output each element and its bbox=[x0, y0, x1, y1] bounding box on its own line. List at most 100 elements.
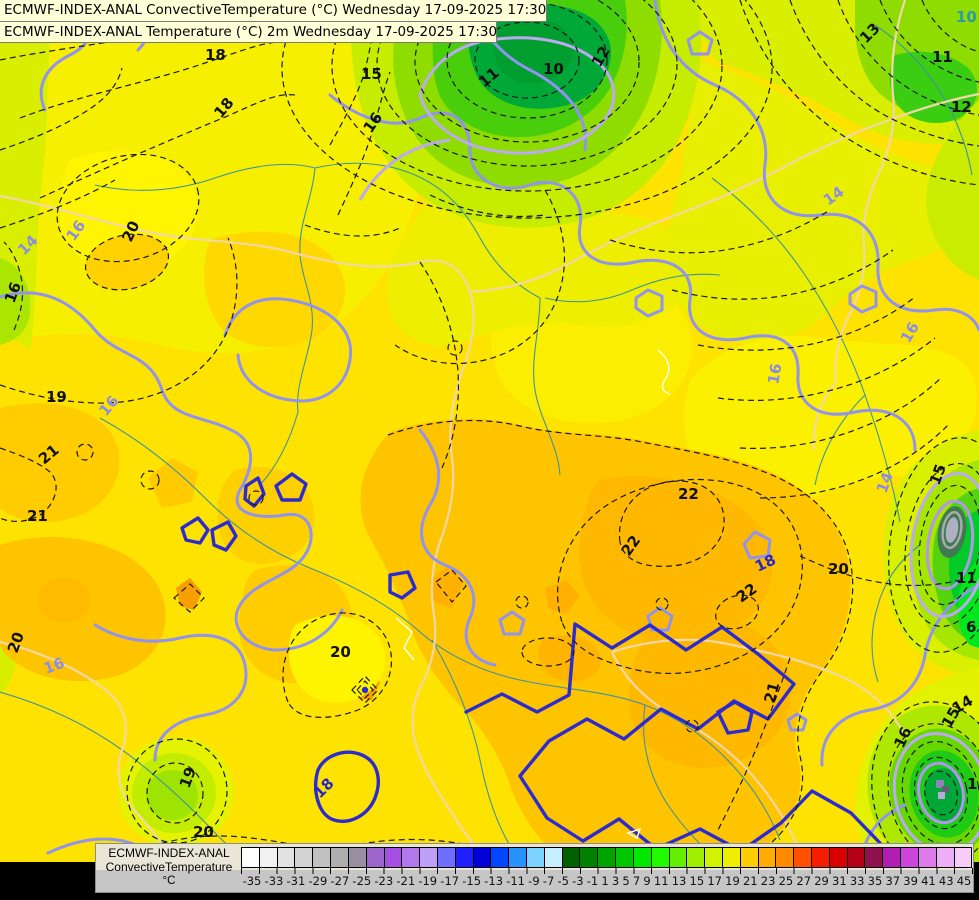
legend-tick-label: 15 bbox=[689, 874, 705, 888]
legend-color-cell bbox=[527, 848, 545, 867]
legend-color-cell bbox=[918, 848, 937, 867]
legend-tick-label: -23 bbox=[374, 874, 394, 888]
legend-tick-label: -11 bbox=[506, 874, 525, 888]
legend-tick-label: -7 bbox=[542, 874, 555, 888]
legend-tick-label: 3 bbox=[611, 874, 620, 888]
legend-color-cell bbox=[295, 848, 314, 867]
legend-color-cell bbox=[722, 848, 741, 867]
legend-tick-label: -9 bbox=[528, 874, 540, 888]
legend-tick-label: 45 bbox=[956, 874, 972, 888]
legend-color-cell bbox=[687, 848, 706, 867]
legend-tick-label: 5 bbox=[622, 874, 630, 888]
contour-label: 21 bbox=[760, 680, 783, 705]
legend-tick-label: -25 bbox=[352, 874, 372, 888]
contour-label: 6 bbox=[966, 618, 976, 636]
legend-tick-label: 39 bbox=[903, 874, 918, 888]
legend-tick-label: -29 bbox=[308, 874, 328, 888]
legend-tick-label: 41 bbox=[921, 874, 936, 888]
legend-tick-label: 11 bbox=[653, 874, 669, 888]
legend-color-cell bbox=[509, 848, 527, 867]
legend-color-cell bbox=[313, 848, 332, 867]
legend-tick-label: -15 bbox=[462, 874, 482, 888]
legend-color-cell bbox=[883, 848, 902, 867]
legend-color-cell bbox=[740, 848, 759, 867]
legend-source: ECMWF-INDEX-ANAL bbox=[108, 846, 230, 860]
legend-color-cell bbox=[455, 848, 474, 867]
legend-color-cell bbox=[794, 848, 812, 867]
contour-label: 13 bbox=[967, 775, 979, 793]
legend-color-cell bbox=[384, 848, 403, 867]
contour-minimum-dot bbox=[361, 686, 369, 694]
legend-tick-label: 23 bbox=[760, 874, 776, 888]
legend-tick-label: -21 bbox=[396, 874, 416, 888]
legend-tick-label: 7 bbox=[632, 874, 641, 888]
legend-tick-label: -17 bbox=[440, 874, 460, 888]
legend-color-cell bbox=[259, 848, 278, 867]
contour-label: 10 bbox=[543, 60, 564, 78]
legend-color-cell bbox=[776, 848, 795, 867]
legend-tick-label: -33 bbox=[264, 874, 284, 888]
legend-tick-label: 31 bbox=[832, 874, 847, 888]
contour-label: 16 bbox=[764, 362, 785, 386]
white-contours bbox=[395, 349, 671, 840]
legend-tick-label: 35 bbox=[867, 874, 883, 888]
legend-color-cell bbox=[651, 848, 670, 867]
legend-color-cell bbox=[348, 848, 367, 867]
legend-color-cell bbox=[954, 848, 972, 867]
legend-color-cell bbox=[473, 848, 492, 867]
legend-color-cell bbox=[277, 848, 296, 867]
contour-label: 20 bbox=[330, 643, 351, 661]
legend-tick-label: 27 bbox=[796, 874, 812, 888]
legend-tick-label: -3 bbox=[572, 874, 584, 888]
river-lines bbox=[0, 24, 973, 863]
legend-tick-label: 19 bbox=[725, 874, 740, 888]
legend-tick-label: 33 bbox=[849, 874, 865, 888]
contour-label: 15 bbox=[361, 65, 382, 83]
legend-tick-label: -13 bbox=[484, 874, 504, 888]
legend-color-cell bbox=[936, 848, 955, 867]
legend-tick-marks bbox=[241, 868, 973, 874]
legend-tick-label: -35 bbox=[242, 874, 262, 888]
contour-label: 20 bbox=[828, 560, 849, 578]
legend-color-cell bbox=[437, 848, 456, 867]
legend-tick-label: 43 bbox=[938, 874, 954, 888]
legend-text-block: ECMWF-INDEX-ANAL ConvectiveTemperature °… bbox=[98, 846, 240, 888]
contour-label: 11 bbox=[932, 48, 953, 66]
temperature-2m-contours-dark bbox=[180, 472, 882, 853]
legend-color-cell bbox=[420, 848, 438, 867]
legend-parameter: ConvectiveTemperature bbox=[105, 860, 233, 874]
legend-tick-label: 29 bbox=[814, 874, 829, 888]
legend-color-cell bbox=[901, 848, 919, 867]
contour-label: 18 bbox=[205, 46, 226, 64]
legend-tick-label: -27 bbox=[330, 874, 350, 888]
legend-units: °C bbox=[162, 875, 176, 887]
legend-tick-label: -31 bbox=[286, 874, 306, 888]
legend-color-bar bbox=[241, 847, 972, 868]
legend-color-cell bbox=[402, 848, 421, 867]
legend-tick-label: 37 bbox=[885, 874, 901, 888]
map-title-line2: ECMWF-INDEX-ANAL Temperature (°C) 2m Wed… bbox=[0, 22, 497, 43]
legend-color-cell bbox=[491, 848, 510, 867]
contour-label: 12 bbox=[951, 98, 972, 116]
border-lines bbox=[0, 0, 979, 863]
legend-color-cell bbox=[242, 848, 260, 867]
legend-color-cell bbox=[633, 848, 652, 867]
legend-color-cell bbox=[331, 848, 349, 867]
legend-tick-label: 1 bbox=[601, 874, 609, 888]
legend-color-cell bbox=[758, 848, 777, 867]
contour-label: 22 bbox=[678, 485, 699, 503]
legend-tick-label: -19 bbox=[418, 874, 438, 888]
contour-label: 11 bbox=[956, 569, 977, 587]
legend-color-cell bbox=[847, 848, 866, 867]
legend-color-cell bbox=[366, 848, 385, 867]
legend-tick-label: -5 bbox=[557, 874, 569, 888]
contour-label: 19 bbox=[46, 388, 67, 406]
legend-color-cell bbox=[580, 848, 599, 867]
legend-color-cell bbox=[669, 848, 688, 867]
legend-color-cell bbox=[865, 848, 884, 867]
legend-tick-label: 17 bbox=[707, 874, 722, 888]
legend-tick-labels: -35 -33 -31 -29 -27 -25 -23 -21 -19 -17 -15 -13 -11-… bbox=[241, 874, 973, 890]
